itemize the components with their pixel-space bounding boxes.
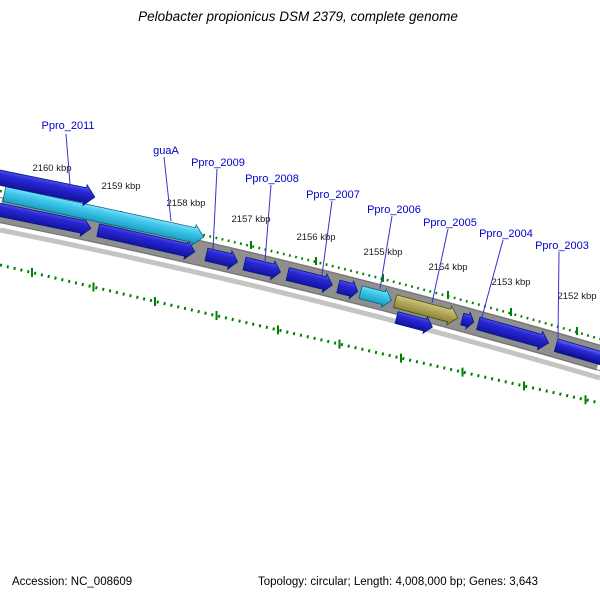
ruler-label-2160: 2160 kbp — [32, 163, 71, 174]
ruler-label-2159: 2159 kbp — [101, 181, 140, 192]
ruler-label-2152: 2152 kbp — [557, 291, 596, 302]
ruler-label-2156: 2156 kbp — [296, 232, 335, 243]
leader-guaa — [163, 156, 172, 222]
leader-ppro-2003 — [557, 251, 560, 339]
status-genome-info: Topology: circular; Length: 4,008,000 bp… — [258, 576, 538, 588]
gene-label-guaa[interactable]: guaA — [153, 145, 179, 157]
gene-label-ppro-2003[interactable]: Ppro_2003 — [535, 240, 589, 252]
gene-arrow-guaa[interactable] — [2, 184, 206, 248]
gene-arrow-unlabeled-left-2[interactable] — [96, 221, 197, 261]
ruler-label-2155: 2155 kbp — [363, 247, 402, 258]
gene-arrow-shape[interactable] — [460, 311, 476, 331]
leader-ppro-2008 — [264, 184, 272, 262]
scale-arc-dots-upper — [0, 189, 600, 341]
gene-arrow-shape[interactable] — [204, 245, 239, 271]
gene-label-ppro-2011[interactable]: Ppro_2011 — [41, 120, 94, 132]
scale-ticks-major-lower — [31, 268, 587, 405]
ruler-label-2154: 2154 kbp — [428, 262, 467, 273]
gene-arrow-ppro-2007[interactable] — [285, 265, 334, 294]
gene-arrow-shape[interactable] — [394, 309, 434, 335]
gene-label-ppro-2006[interactable]: Ppro_2006 — [367, 204, 421, 216]
ruler-label-2157: 2157 kbp — [231, 214, 270, 225]
gene-arrow-shape[interactable] — [553, 338, 600, 369]
leader-ppro-2011 — [65, 133, 71, 185]
gene-arrow-shape[interactable] — [285, 265, 334, 294]
gene-arrow-unlabeled-small[interactable] — [460, 311, 476, 331]
gene-arrow-shape[interactable] — [96, 221, 197, 261]
gene-label-ppro-2009[interactable]: Ppro_2009 — [191, 157, 245, 169]
gene-arrow-unlabeled-mid[interactable] — [336, 278, 360, 300]
gene-arrow-ppro-2003[interactable] — [553, 338, 600, 369]
gene-arrow-ppro-2004[interactable] — [476, 314, 551, 352]
gene-arrow-unlabeled-left-1[interactable] — [0, 197, 93, 238]
status-accession: Accession: NC_008609 — [12, 576, 132, 588]
ruler-label-2158: 2158 kbp — [166, 198, 205, 209]
genome-band-bottom-edge — [0, 222, 600, 371]
gene-arrow-shape[interactable] — [336, 278, 360, 300]
gene-arrow-shape[interactable] — [358, 283, 394, 309]
gene-arrow-unlabeled-below[interactable] — [394, 309, 434, 335]
gene-arrow-shape[interactable] — [392, 292, 461, 327]
leader-ppro-2007 — [321, 200, 333, 276]
gene-label-ppro-2007[interactable]: Ppro_2007 — [306, 189, 360, 201]
leader-ppro-2009 — [212, 168, 218, 250]
leader-ppro-2006 — [379, 215, 393, 290]
gene-arrow-ppro-2011[interactable] — [0, 164, 97, 208]
gene-arrow-ppro-2006[interactable] — [358, 283, 394, 309]
gene-arrow-shape[interactable] — [242, 254, 282, 281]
gene-arrow-ppro-2005[interactable] — [392, 292, 461, 327]
gene-arrow-shape[interactable] — [2, 184, 206, 248]
scale-arc-dots-lower — [0, 263, 600, 405]
gene-label-ppro-2004[interactable]: Ppro_2004 — [479, 228, 533, 240]
gene-label-ppro-2008[interactable]: Ppro_2008 — [245, 173, 299, 185]
leader-ppro-2004 — [481, 239, 504, 318]
gene-label-ppro-2005[interactable]: Ppro_2005 — [423, 217, 477, 229]
page-title: Pelobacter propionicus DSM 2379, complet… — [138, 9, 458, 24]
genome-band-shadow — [0, 227, 600, 381]
leader-ppro-2005 — [431, 228, 449, 304]
gene-arrow-ppro-2008[interactable] — [242, 254, 282, 281]
gene-arrow-shape[interactable] — [0, 197, 93, 238]
gene-arrow-shape[interactable] — [476, 314, 551, 352]
ruler-label-2153: 2153 kbp — [491, 277, 530, 288]
gene-arrow-shape[interactable] — [0, 164, 97, 208]
gene-arrow-ppro-2009[interactable] — [204, 245, 239, 271]
